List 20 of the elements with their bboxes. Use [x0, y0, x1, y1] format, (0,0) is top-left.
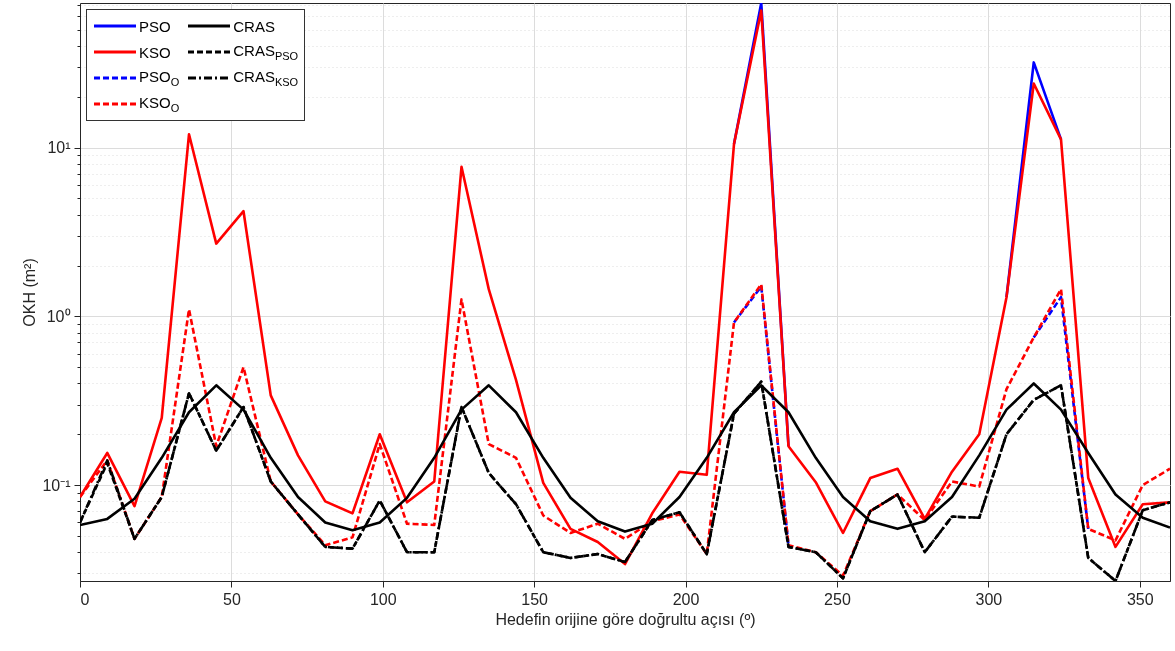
legend-label: CRAS$_{KSO}$ [233, 68, 299, 88]
legend-label: CRAS [233, 17, 275, 35]
x-tick-label: 350 [1126, 590, 1154, 608]
y-tick-label: 10⁻¹ [42, 476, 71, 494]
x-tick-label: 0 [80, 590, 90, 608]
legend-label: KSO$_{O}$ [139, 94, 180, 114]
x-tick-label: 50 [222, 590, 241, 608]
x-tick-label: 100 [369, 590, 397, 608]
y-tick-label: 10¹ [47, 139, 71, 157]
x-tick-label: 250 [824, 590, 851, 608]
legend-label: CRAS$_{PSO}$ [233, 42, 299, 62]
legend-label: PSO$_{O}$ [139, 68, 180, 88]
x-tick-label: 200 [672, 590, 700, 608]
y-tick-label: 10⁰ [46, 307, 71, 325]
x-axis-title: Hedefin orijine göre doğrultu açısı (º) [495, 610, 756, 628]
legend-label: KSO [139, 43, 171, 61]
legend-label: PSO [139, 17, 171, 35]
x-tick-label: 150 [521, 590, 549, 608]
y-axis-title: OKH (m²) [21, 258, 39, 327]
x-tick-label: 300 [975, 590, 1003, 608]
